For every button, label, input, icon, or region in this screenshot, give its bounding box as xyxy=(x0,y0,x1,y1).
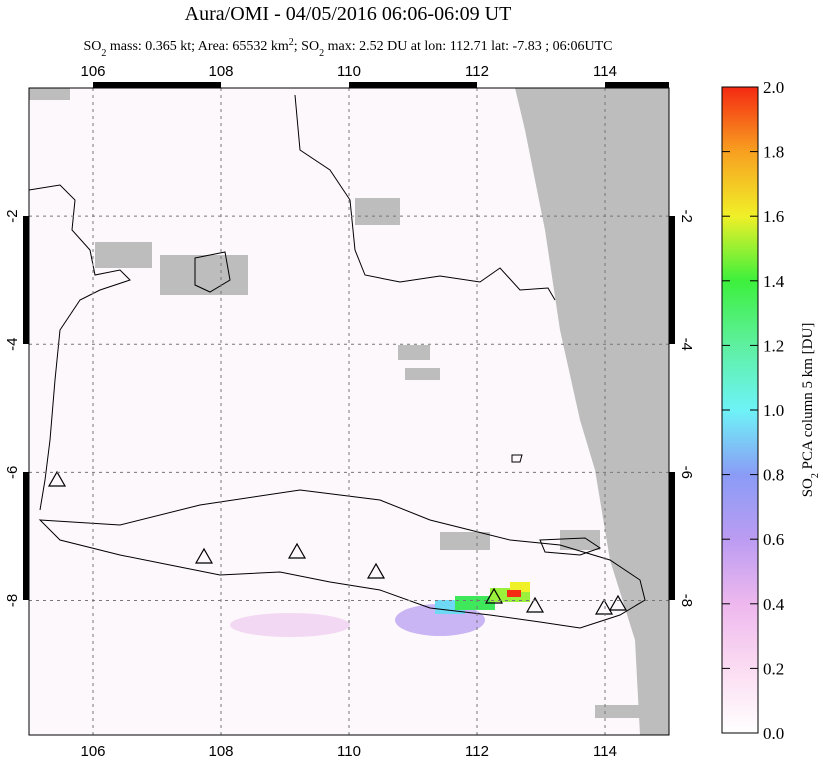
y-tick-label: -6 xyxy=(4,466,21,479)
map xyxy=(29,88,669,735)
text-part: ; SO xyxy=(294,39,319,54)
colorbar-tick-label: 0.4 xyxy=(763,595,785,614)
colorbar-label: SO2 PCA column 5 km [DU] xyxy=(800,323,821,498)
colorbar-tick-label: 1.6 xyxy=(763,207,784,226)
colorbar-tick-label: 1.0 xyxy=(763,401,784,420)
frame-bands xyxy=(23,82,675,600)
x-tick-label: 108 xyxy=(208,63,233,80)
x-tick-label: 108 xyxy=(208,743,233,759)
x-tick-label: 114 xyxy=(593,63,617,80)
text-part: SO xyxy=(84,39,102,54)
colorbar-tick-label: 0.6 xyxy=(763,530,784,549)
text-part: 2 xyxy=(810,473,821,478)
text-part: 2 xyxy=(101,48,106,59)
coastline xyxy=(29,94,646,629)
y-tick-label: -4 xyxy=(678,338,695,351)
so2-plume xyxy=(230,582,530,637)
text-part: 2 xyxy=(319,48,324,59)
colorbar-tick-label: 0.0 xyxy=(763,724,784,743)
x-tick-label: 106 xyxy=(80,743,105,759)
y-tick-label: -6 xyxy=(678,466,695,479)
volcano-markers xyxy=(47,470,628,615)
x-tick-label: 110 xyxy=(337,743,361,759)
colorbar-tick-label: 0.2 xyxy=(763,659,784,678)
text-part: mass: 0.365 kt; Area: 65532 km xyxy=(106,39,288,54)
colorbar-tick-label: 1.8 xyxy=(763,143,784,162)
y-tick-label: -2 xyxy=(4,209,21,222)
colorbar-tick-label: 0.8 xyxy=(763,466,784,485)
x-tick-label: 106 xyxy=(80,63,105,80)
title: Aura/OMI - 04/05/2016 06:06-06:09 UT xyxy=(185,3,512,25)
x-tick-label: 112 xyxy=(465,63,489,80)
text-part: PCA column 5 km [DU] xyxy=(800,323,816,473)
y-tick-label: -4 xyxy=(4,338,21,351)
text-part: SO xyxy=(800,478,816,497)
text-part: 2 xyxy=(289,37,294,48)
y-tick-label: -2 xyxy=(678,209,695,222)
text-part: max: 2.52 DU at lon: 112.71 lat: -7.83 ;… xyxy=(324,39,612,54)
colorbar-tick-label: 2.0 xyxy=(763,78,784,97)
subtitle: SO2 mass: 0.365 kt; Area: 65532 km2; SO2… xyxy=(84,37,613,59)
x-tick-label: 114 xyxy=(593,743,617,759)
y-tick-label: -8 xyxy=(678,594,695,607)
x-tick-label: 112 xyxy=(465,743,489,759)
y-tick-label: -8 xyxy=(4,594,21,607)
colorbar-tick-label: 1.2 xyxy=(763,336,784,355)
x-tick-label: 110 xyxy=(337,63,361,80)
colorbar-tick-label: 1.4 xyxy=(763,272,785,291)
